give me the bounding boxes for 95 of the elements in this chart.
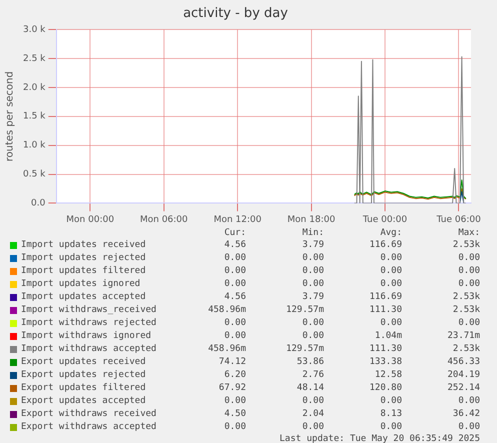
text: 0.00	[301, 278, 325, 291]
text: 204.19	[446, 369, 481, 382]
legend-label: Import updates ignored	[20, 278, 142, 291]
text: 129.57m	[285, 304, 325, 317]
text: 2.53k	[452, 343, 481, 356]
y-axis-title: routes per second	[4, 71, 16, 162]
text: Cur:	[223, 228, 247, 239]
text: 12.58	[374, 369, 403, 382]
text: 2.76	[301, 369, 325, 382]
x-tick-label: Mon 00:00	[66, 214, 114, 225]
text: 4.56	[223, 291, 247, 304]
text: 0.00	[301, 421, 325, 434]
x-tick-label: Mon 12:00	[214, 214, 262, 225]
y-tick-label: 2.5 k	[22, 54, 46, 64]
text: 0.00	[301, 330, 325, 343]
text: 3.79	[301, 239, 325, 252]
text: 0.00	[457, 421, 481, 434]
text: 111.30	[368, 343, 403, 356]
text: 23.71m	[446, 330, 481, 343]
text: 111.30	[368, 304, 403, 317]
text: 456.33	[446, 356, 481, 369]
legend-label: Export withdraws accepted	[20, 421, 158, 434]
legend-label: Import updates filtered	[20, 265, 147, 278]
y-tick-label: 0.0	[31, 198, 46, 209]
text: 252.14	[446, 382, 481, 395]
text: 2.53k	[452, 291, 481, 304]
text: 0.00	[223, 265, 247, 278]
legend-label: Import withdraws rejected	[20, 317, 158, 330]
text: 8.13	[379, 408, 403, 421]
text: 53.86	[296, 356, 325, 369]
text: 0.00	[457, 265, 481, 278]
text: 0.00	[457, 252, 481, 265]
text: 129.57m	[285, 343, 325, 356]
text: 0.00	[379, 317, 403, 330]
legend-label: Import withdraws ignored	[20, 330, 152, 343]
text: 2.53k	[452, 304, 481, 317]
legend-label: Import updates accepted	[20, 291, 147, 304]
text: 48.14	[296, 382, 325, 395]
y-tick-label: 2.0 k	[22, 82, 46, 93]
text: 116.69	[368, 291, 403, 304]
text: 0.00	[457, 395, 481, 408]
text: 0.00	[301, 252, 325, 265]
text: 4.56	[223, 239, 247, 252]
legend-label: Import withdraws_received	[20, 304, 158, 317]
text: 0.00	[379, 421, 403, 434]
text: 74.12	[218, 356, 247, 369]
y-tick-label: 1.5 k	[22, 112, 46, 122]
text: 0.00	[379, 252, 403, 265]
x-tick-label: Tue 00:00	[362, 214, 408, 225]
text: 2.53k	[452, 239, 481, 252]
text: 67.92	[218, 382, 247, 395]
text: 0.00	[379, 278, 403, 291]
text: Last update: Tue May 20 06:35:49 2025	[278, 434, 481, 443]
text: 458.96m	[207, 343, 247, 356]
chart-title: activity - by day	[183, 6, 288, 22]
text: 0.00	[223, 252, 247, 265]
text: 120.80	[368, 382, 403, 395]
text: 3.79	[301, 291, 325, 304]
text: 0.00	[301, 317, 325, 330]
text: 116.69	[368, 239, 403, 252]
text: 0.00	[223, 278, 247, 291]
text: 36.42	[452, 408, 481, 421]
text: 0.00	[301, 395, 325, 408]
legend-label: Export updates accepted	[20, 395, 147, 408]
text: 6.20	[223, 369, 247, 382]
text: Max:	[457, 228, 481, 239]
text: 0.00	[223, 395, 247, 408]
text: 4.50	[223, 408, 247, 421]
text: 0.00	[223, 317, 247, 330]
text: 458.96m	[207, 304, 247, 317]
text: Avg:	[379, 228, 403, 239]
text: 0.00	[223, 421, 247, 434]
y-tick-label: 0.5 k	[22, 170, 46, 180]
legend-label: Import updates rejected	[20, 252, 147, 265]
text: 0.00	[301, 265, 325, 278]
text: 0.00	[457, 317, 481, 330]
legend-label: Export withdraws received	[20, 408, 158, 421]
legend-label: Import updates received	[20, 239, 147, 252]
text: 0.00	[379, 265, 403, 278]
text: 133.38	[368, 356, 403, 369]
legend-label: Export updates received	[20, 356, 147, 369]
legend-label: Export updates rejected	[20, 369, 147, 382]
x-tick-label: Mon 18:00	[287, 214, 336, 225]
text: 2.04	[301, 408, 325, 421]
x-tick-label: Tue 06:00	[436, 214, 482, 225]
x-tick-label: Mon 06:00	[140, 214, 188, 225]
text: 0.00	[457, 278, 481, 291]
legend-label: Import withdraws accepted	[20, 343, 158, 356]
legend-label: Export updates filtered	[20, 382, 147, 395]
text: 0.00	[379, 395, 403, 408]
text: Min:	[301, 228, 325, 239]
text: 1.04m	[374, 330, 403, 343]
text: 0.00	[223, 330, 247, 343]
y-tick-label: 3.0 k	[22, 24, 46, 35]
y-tick-label: 1.0 k	[22, 140, 46, 151]
